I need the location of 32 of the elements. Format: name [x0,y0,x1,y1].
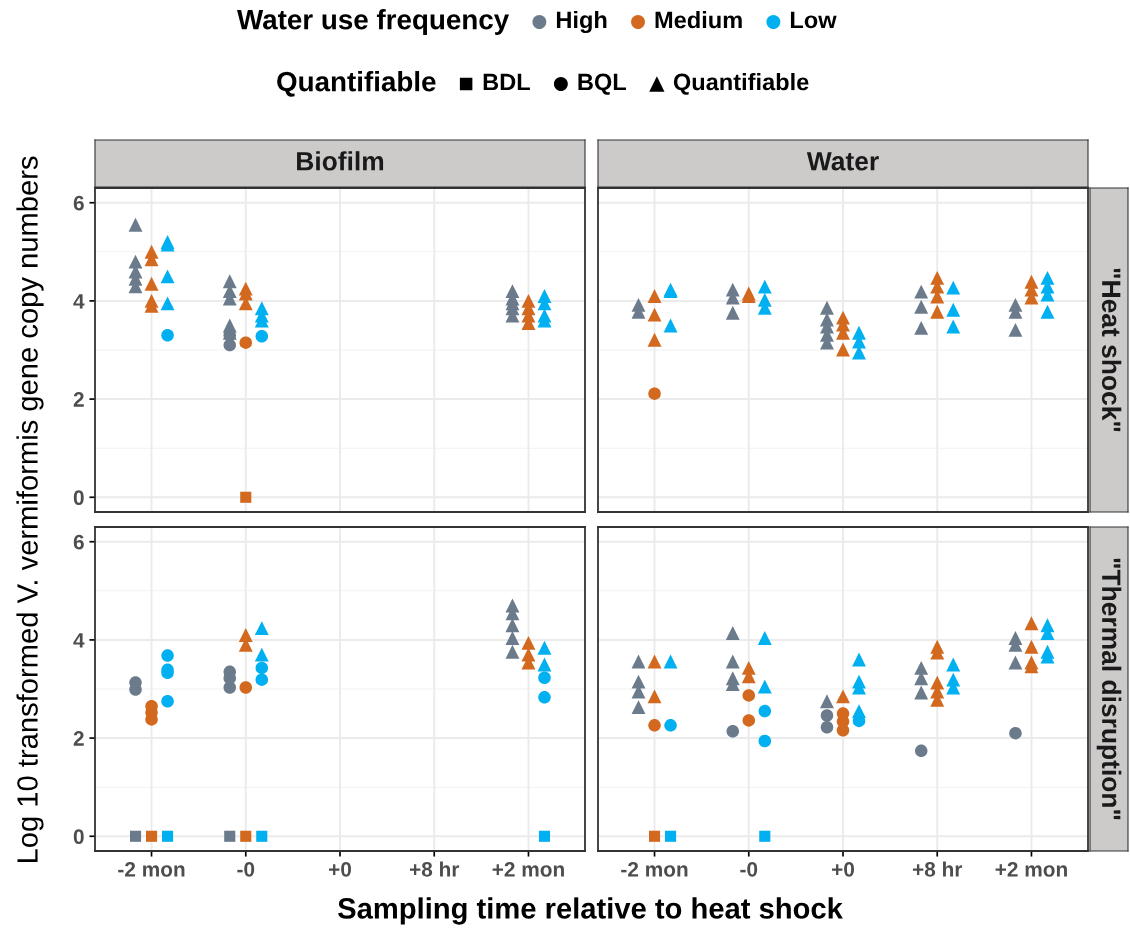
legend-label: Medium [655,11,742,29]
text: BQL [578,73,626,95]
x-tick-label: +0 [329,861,352,877]
y-tick-label: 6 [73,195,84,211]
legend-label: Low [790,11,837,29]
x-tick-label: +2 mon [492,861,564,877]
x-tick-label: -0 [740,861,758,877]
legend-title: Water use frequency [237,9,510,35]
y-tick-label: 6 [73,534,84,550]
y2-axis-title: "Heat shock" [1101,268,1122,432]
x-tick-label: -2 mon [118,861,185,877]
text: BDL [483,73,530,91]
text: Quantifiable [277,71,436,97]
x-tick-label: -2 mon [621,861,688,877]
chart-title: Biofilm [297,151,384,171]
x-tick-label: -0 [237,861,255,877]
legend-label: High [556,10,607,34]
y-tick-label: 4 [73,294,85,309]
y-axis-title: Log 10 transformed V. vermiformis gene copy numbers [16,156,44,863]
x-axis-title: Sampling time relative to heat shock [338,897,843,925]
y2-axis-title: "Thermal disruption" [1096,558,1122,820]
x-tick-label: +8 hr [409,861,460,877]
x-tick-label: +0 [832,861,855,877]
x-tick-label: +2 mon [995,861,1067,877]
y-tick-label: 0 [73,829,84,845]
x-tick-label: +8 hr [912,861,963,877]
y-tick-label: 2 [73,392,84,407]
chart-title: Water [806,152,879,171]
text: Quantifiable [673,73,809,95]
y-tick-label: 2 [73,731,84,746]
y-tick-label: 0 [73,490,84,506]
y-tick-label: 4 [73,633,85,648]
